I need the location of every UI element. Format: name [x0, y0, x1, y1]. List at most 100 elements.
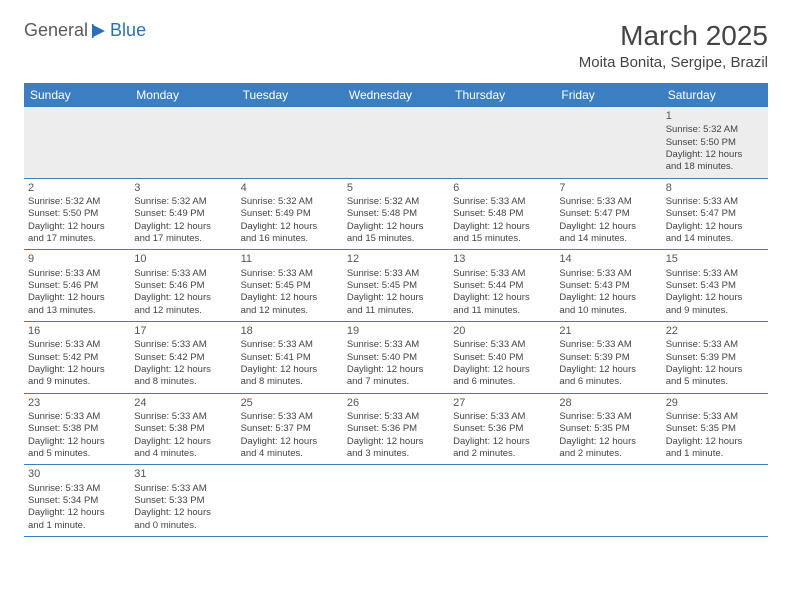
day-cell: 10Sunrise: 5:33 AMSunset: 5:46 PMDayligh…	[130, 250, 236, 321]
day-dl1: Daylight: 12 hours	[347, 292, 445, 304]
title-block: March 2025 Moita Bonita, Sergipe, Brazil	[579, 20, 768, 77]
day-number: 23	[28, 396, 126, 410]
day-sunset: Sunset: 5:42 PM	[28, 352, 126, 364]
day-dl1: Daylight: 12 hours	[453, 292, 551, 304]
day-cell: 4Sunrise: 5:32 AMSunset: 5:49 PMDaylight…	[237, 179, 343, 250]
day-dl1: Daylight: 12 hours	[666, 436, 764, 448]
day-dl1: Daylight: 12 hours	[559, 436, 657, 448]
day-sunset: Sunset: 5:39 PM	[666, 352, 764, 364]
day-dl2: and 4 minutes.	[134, 448, 232, 460]
day-dl1: Daylight: 12 hours	[559, 292, 657, 304]
day-number: 12	[347, 252, 445, 266]
day-sunrise: Sunrise: 5:33 AM	[347, 411, 445, 423]
day-sunrise: Sunrise: 5:33 AM	[559, 268, 657, 280]
day-sunset: Sunset: 5:37 PM	[241, 423, 339, 435]
day-number: 8	[666, 181, 764, 195]
day-sunrise: Sunrise: 5:33 AM	[134, 483, 232, 495]
day-dl2: and 1 minute.	[28, 520, 126, 532]
calendar: Sunday Monday Tuesday Wednesday Thursday…	[24, 83, 768, 537]
day-dl1: Daylight: 12 hours	[134, 507, 232, 519]
day-sunset: Sunset: 5:49 PM	[134, 208, 232, 220]
day-sunset: Sunset: 5:40 PM	[347, 352, 445, 364]
day-number: 19	[347, 324, 445, 338]
day-sunrise: Sunrise: 5:33 AM	[347, 339, 445, 351]
day-sunrise: Sunrise: 5:33 AM	[241, 339, 339, 351]
day-sunset: Sunset: 5:36 PM	[453, 423, 551, 435]
day-dl2: and 5 minutes.	[666, 376, 764, 388]
day-number: 15	[666, 252, 764, 266]
weekday-header: Saturday	[662, 83, 768, 107]
day-cell: 21Sunrise: 5:33 AMSunset: 5:39 PMDayligh…	[555, 322, 661, 393]
day-sunrise: Sunrise: 5:32 AM	[666, 124, 764, 136]
weekday-header: Wednesday	[343, 83, 449, 107]
day-number: 31	[134, 467, 232, 481]
day-sunrise: Sunrise: 5:33 AM	[666, 339, 764, 351]
weekday-header: Thursday	[449, 83, 555, 107]
day-dl2: and 0 minutes.	[134, 520, 232, 532]
day-dl2: and 4 minutes.	[241, 448, 339, 460]
day-sunset: Sunset: 5:33 PM	[134, 495, 232, 507]
day-sunset: Sunset: 5:48 PM	[347, 208, 445, 220]
day-number: 18	[241, 324, 339, 338]
day-cell: 30Sunrise: 5:33 AMSunset: 5:34 PMDayligh…	[24, 465, 130, 536]
day-dl1: Daylight: 12 hours	[134, 436, 232, 448]
day-dl2: and 16 minutes.	[241, 233, 339, 245]
day-number: 4	[241, 181, 339, 195]
week-row: 30Sunrise: 5:33 AMSunset: 5:34 PMDayligh…	[24, 465, 768, 537]
day-dl2: and 14 minutes.	[666, 233, 764, 245]
day-dl1: Daylight: 12 hours	[453, 221, 551, 233]
day-number: 13	[453, 252, 551, 266]
day-cell: 13 Sunrise: 5:33 AMSunset: 5:44 PMDayligh…	[449, 250, 555, 321]
day-dl2: and 15 minutes.	[347, 233, 445, 245]
day-dl2: and 17 minutes.	[28, 233, 126, 245]
day-sunrise: Sunrise: 5:33 AM	[28, 411, 126, 423]
day-number: 30	[28, 467, 126, 481]
day-cell: 8Sunrise: 5:33 AMSunset: 5:47 PMDaylight…	[662, 179, 768, 250]
day-number: 22	[666, 324, 764, 338]
day-number: 21	[559, 324, 657, 338]
day-sunrise: Sunrise: 5:33 AM	[666, 268, 764, 280]
day-number: 17	[134, 324, 232, 338]
day-sunset: Sunset: 5:44 PM	[453, 280, 551, 292]
day-sunset: Sunset: 5:46 PM	[28, 280, 126, 292]
day-dl1: Daylight: 12 hours	[241, 221, 339, 233]
day-cell: 6Sunrise: 5:33 AMSunset: 5:48 PMDaylight…	[449, 179, 555, 250]
day-number: 27	[453, 396, 551, 410]
day-sunrise: Sunrise: 5:33 AM	[559, 339, 657, 351]
day-sunrise: Sunrise: 5:33 AM	[134, 268, 232, 280]
day-dl1: Daylight: 12 hours	[241, 364, 339, 376]
logo: General Blue	[24, 20, 146, 41]
weekday-header: Monday	[130, 83, 236, 107]
day-dl1: Daylight: 12 hours	[347, 364, 445, 376]
day-sunset: Sunset: 5:47 PM	[559, 208, 657, 220]
day-dl1: Daylight: 12 hours	[28, 507, 126, 519]
week-row: 23Sunrise: 5:33 AMSunset: 5:38 PMDayligh…	[24, 394, 768, 466]
day-dl1: Daylight: 12 hours	[28, 436, 126, 448]
day-dl2: and 5 minutes.	[28, 448, 126, 460]
day-sunset: Sunset: 5:46 PM	[134, 280, 232, 292]
day-cell: 12Sunrise: 5:33 AMSunset: 5:45 PMDayligh…	[343, 250, 449, 321]
day-dl1: Daylight: 12 hours	[28, 221, 126, 233]
day-sunset: Sunset: 5:47 PM	[666, 208, 764, 220]
day-sunset: Sunset: 5:50 PM	[666, 137, 764, 149]
day-sunrise: Sunrise: 5:33 AM	[453, 268, 551, 280]
day-dl1: Daylight: 12 hours	[241, 436, 339, 448]
day-number: 2	[28, 181, 126, 195]
day-cell-empty	[343, 107, 449, 178]
day-dl1: Daylight: 12 hours	[347, 436, 445, 448]
day-cell-empty	[449, 465, 555, 536]
week-row: 1Sunrise: 5:32 AMSunset: 5:50 PMDaylight…	[24, 107, 768, 179]
day-cell-empty	[237, 465, 343, 536]
day-cell: 17Sunrise: 5:33 AMSunset: 5:42 PMDayligh…	[130, 322, 236, 393]
day-dl2: and 1 minute.	[666, 448, 764, 460]
day-dl2: and 12 minutes.	[241, 305, 339, 317]
day-cell: 25Sunrise: 5:33 AMSunset: 5:37 PMDayligh…	[237, 394, 343, 465]
day-cell: 3Sunrise: 5:32 AMSunset: 5:49 PMDaylight…	[130, 179, 236, 250]
day-dl1: Daylight: 12 hours	[28, 364, 126, 376]
day-dl1: Daylight: 12 hours	[453, 436, 551, 448]
day-number: 11	[241, 252, 339, 266]
day-sunset: Sunset: 5:45 PM	[241, 280, 339, 292]
day-number: 28	[559, 396, 657, 410]
day-cell: 23Sunrise: 5:33 AMSunset: 5:38 PMDayligh…	[24, 394, 130, 465]
day-number: 3	[134, 181, 232, 195]
